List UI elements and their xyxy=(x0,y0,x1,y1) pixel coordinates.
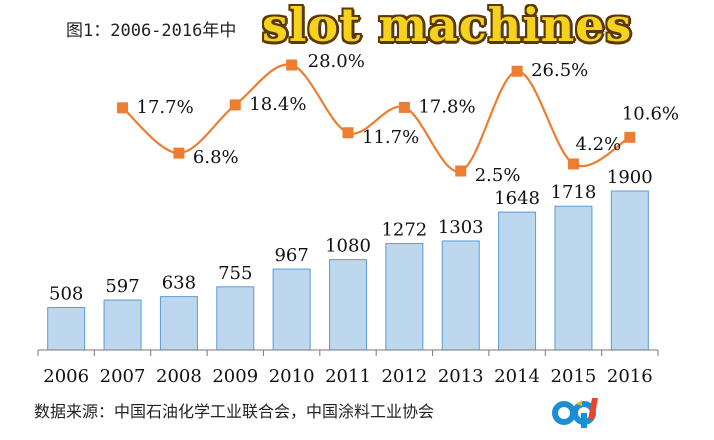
line-label-2011: 11.7% xyxy=(362,127,419,148)
bar-label-2014: 1648 xyxy=(494,188,540,209)
bar-2012 xyxy=(385,243,424,351)
x-tick-label-2007: 2007 xyxy=(100,366,146,387)
bar-2016 xyxy=(610,190,649,351)
bar-2009 xyxy=(216,286,255,351)
line-label-2012: 17.8% xyxy=(418,96,475,117)
line-marker-2010 xyxy=(286,59,298,71)
x-tick-label-2006: 2006 xyxy=(43,366,89,387)
line-marker-2012 xyxy=(398,101,410,113)
line-marker-2007 xyxy=(117,102,129,114)
x-tick-label-2009: 2009 xyxy=(212,366,258,387)
watermark-text: slot machines xyxy=(262,0,633,52)
site-logo-icon xyxy=(548,394,604,432)
bar-2015 xyxy=(554,205,593,351)
bar-2006 xyxy=(47,306,86,351)
chart-title: 图1：2006-2016年中 xyxy=(66,21,237,41)
x-tick-label-2014: 2014 xyxy=(494,366,540,387)
line-marker-2016 xyxy=(624,131,636,143)
bar-2008 xyxy=(159,296,198,351)
bar-2010 xyxy=(272,268,311,351)
source-note: 数据来源：中国石油化学工业联合会，中国涂料工业协会 xyxy=(34,402,435,421)
bar-2014 xyxy=(498,211,537,351)
bar-label-2007: 597 xyxy=(105,276,139,297)
bar-label-2013: 1303 xyxy=(438,217,484,238)
line-label-2009: 18.4% xyxy=(249,94,306,115)
bar-label-2015: 1718 xyxy=(551,182,597,203)
line-label-2016: 10.6% xyxy=(622,103,679,124)
line-marker-2015 xyxy=(567,158,579,170)
line-marker-2009 xyxy=(229,99,241,111)
bar-label-2006: 508 xyxy=(49,283,83,304)
x-tick-label-2010: 2010 xyxy=(269,366,315,387)
bar-label-2010: 967 xyxy=(274,245,308,266)
bar-2007 xyxy=(103,299,142,351)
x-tick-label-2013: 2013 xyxy=(438,366,484,387)
bar-label-2012: 1272 xyxy=(381,220,427,241)
line-label-2010: 28.0% xyxy=(308,51,365,72)
x-tick-label-2015: 2015 xyxy=(551,366,597,387)
bar-label-2016: 1900 xyxy=(607,167,653,188)
x-tick-label-2016: 2016 xyxy=(607,366,653,387)
bar-label-2008: 638 xyxy=(162,273,196,294)
line-marker-2014 xyxy=(511,65,523,77)
line-label-2007: 17.7% xyxy=(137,97,194,118)
line-label-2008: 6.8% xyxy=(193,147,239,168)
line-marker-2011 xyxy=(342,127,354,139)
bar-2011 xyxy=(329,259,367,351)
x-tick-label-2012: 2012 xyxy=(381,366,427,387)
x-tick-label-2011: 2011 xyxy=(325,366,371,387)
line-label-2013: 2.5% xyxy=(475,165,521,186)
line-marker-2008 xyxy=(173,147,185,159)
x-tick-label-2008: 2008 xyxy=(156,366,202,387)
line-label-2014: 26.5% xyxy=(531,60,588,81)
bar-label-2009: 755 xyxy=(218,263,252,284)
bar-label-2011: 1080 xyxy=(325,236,371,257)
line-marker-2013 xyxy=(455,165,467,177)
bar-2013 xyxy=(441,240,480,351)
growth-line xyxy=(121,63,631,173)
line-label-2015: 4.2% xyxy=(575,134,621,155)
